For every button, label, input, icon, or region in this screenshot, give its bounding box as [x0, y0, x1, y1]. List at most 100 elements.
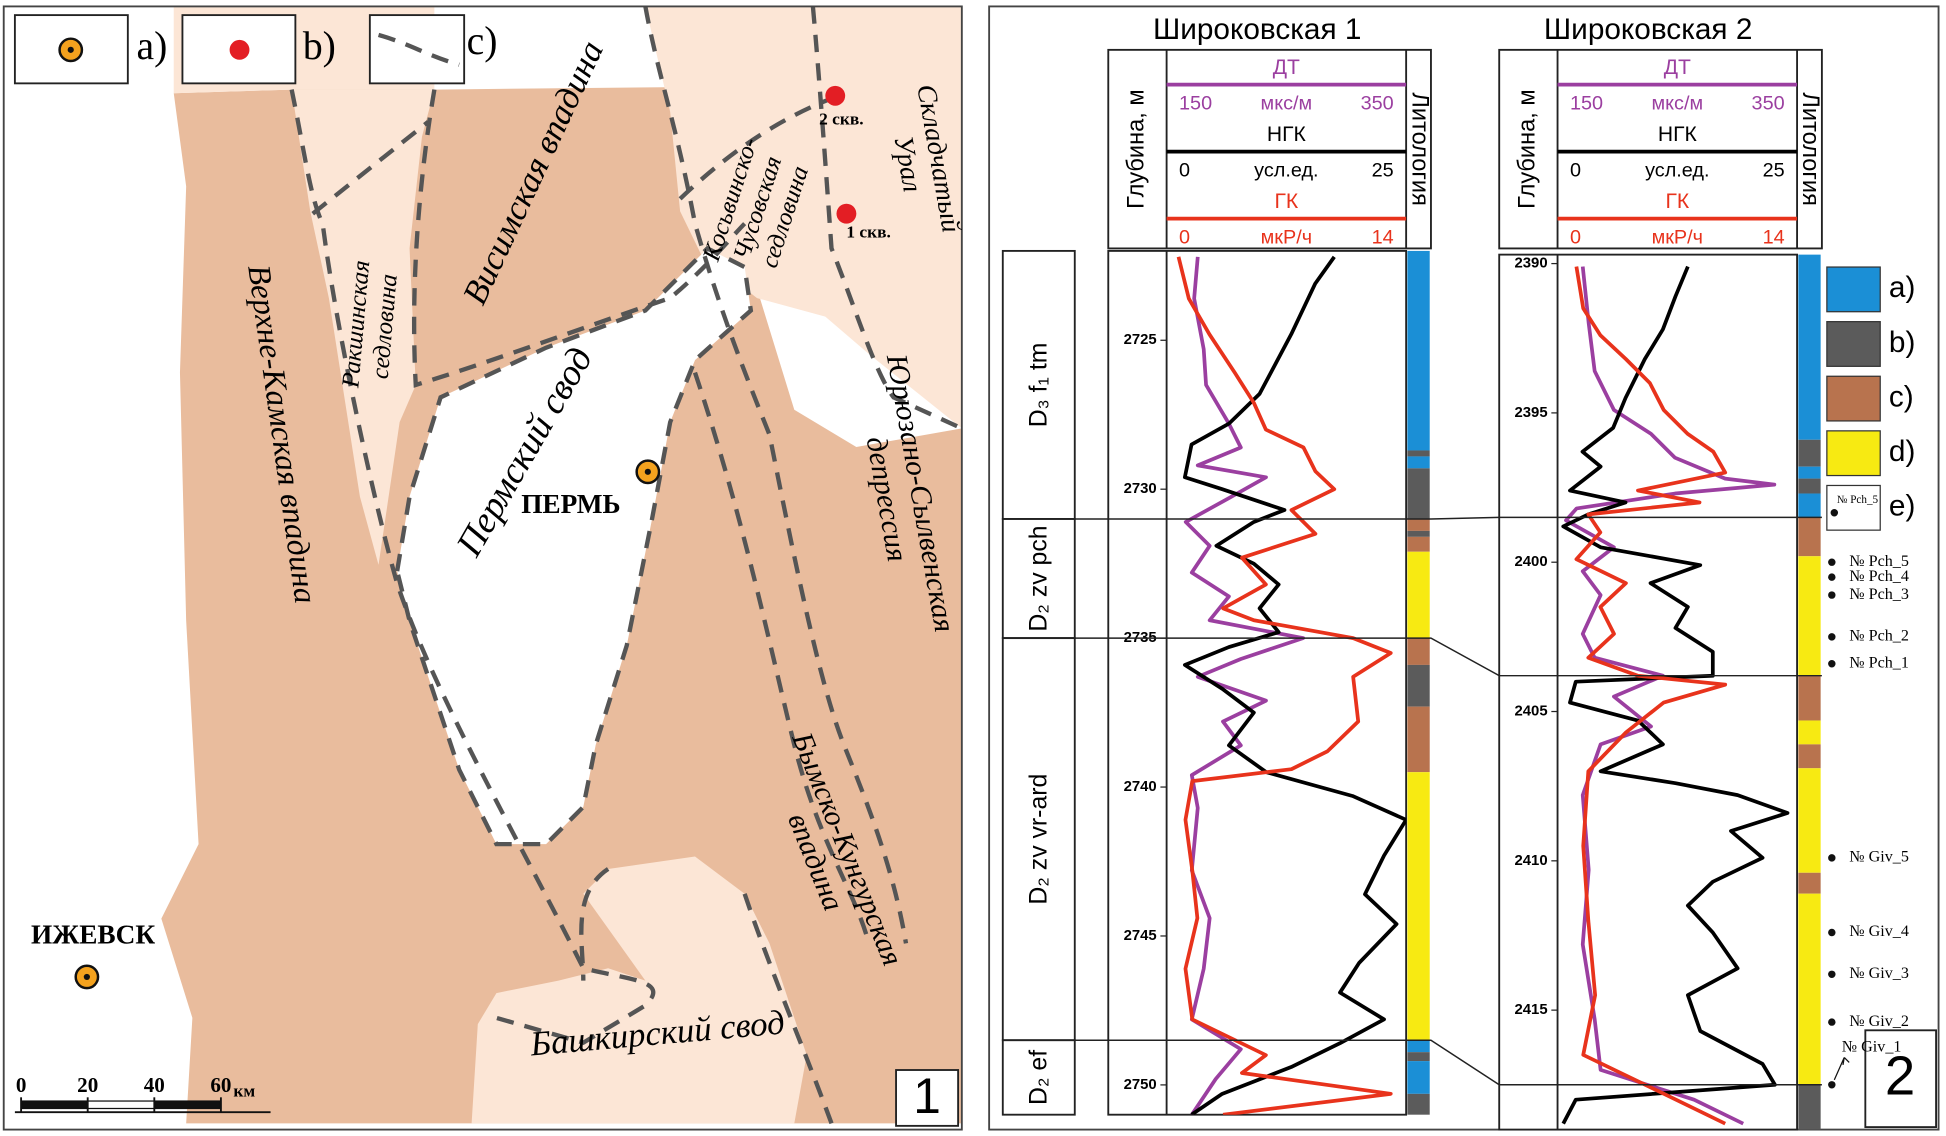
legend-label: e)	[1889, 490, 1915, 523]
lithology-title: Литология	[1407, 92, 1433, 205]
curve-name: ГК	[1275, 190, 1299, 213]
scale-bar-label: 40	[144, 1073, 165, 1097]
log-curve	[1564, 266, 1777, 1126]
legend-swatch	[1826, 266, 1881, 313]
interval-box	[1001, 1039, 1076, 1116]
legend-label: c)	[467, 19, 498, 63]
curve-scale-max: 350	[1361, 93, 1394, 115]
curve-scale-max: 14	[1763, 227, 1785, 249]
lithology-bar	[1798, 556, 1821, 676]
log-track	[1498, 253, 1799, 1131]
sample-dot	[1828, 660, 1836, 668]
lithology-bar	[1407, 772, 1430, 1041]
scale-bar-label: 60	[210, 1073, 231, 1097]
curve-scale-max: 350	[1752, 93, 1785, 115]
correlation-line	[1002, 637, 1822, 677]
legend-swatch	[1826, 430, 1881, 477]
curve-name: ДТ	[1273, 56, 1300, 79]
well-title: Широковская 1	[1153, 13, 1361, 46]
log-header	[1498, 48, 1823, 250]
depth-tick-label: 2405	[1515, 703, 1548, 719]
curve-scale-min: 0	[1179, 160, 1190, 182]
lithology-bar	[1798, 893, 1821, 1085]
well-symbol	[836, 203, 857, 224]
logs-panel: 2 Широковская 1 Глубина, м Литология 2725 27…	[988, 5, 1940, 1131]
legend-label: d)	[1889, 435, 1915, 468]
sample-label: № Pch_1	[1849, 654, 1909, 671]
sample-label: № Pch_2	[1849, 628, 1909, 645]
city-label: ИЖЕВСК	[31, 919, 155, 949]
well-label: 1 скв.	[846, 223, 890, 242]
curve-unit: усл.ед.	[1645, 160, 1709, 182]
log-curve	[1574, 266, 1728, 1126]
lithology-bar	[1407, 706, 1430, 773]
curve-unit: мкР/ч	[1261, 227, 1312, 249]
depth-tick-label: 2725	[1124, 332, 1157, 348]
lithology-bar	[1407, 638, 1430, 665]
scale-bar-label: 20	[77, 1073, 98, 1097]
map-upland	[645, 6, 962, 429]
scale-bar: 0 20 40 60 км	[14, 1073, 271, 1114]
interval-label: D₃ f₁ tm	[1026, 343, 1053, 428]
depth-tick-label: 2390	[1515, 256, 1548, 272]
scale-bar-segment	[20, 1100, 89, 1110]
curve-scale-max: 25	[1763, 160, 1785, 182]
lithology-bar	[1798, 254, 1821, 440]
curve-scale-max: 14	[1372, 227, 1394, 249]
lithology-bar	[1407, 250, 1430, 451]
lithology-bar	[1798, 517, 1821, 557]
panel-box	[895, 1069, 960, 1127]
log-curve	[1182, 255, 1407, 1115]
sample-label: № Giv_2	[1849, 1013, 1909, 1030]
map-frame	[2, 5, 963, 1131]
lithology-bar	[1407, 518, 1430, 531]
depth-tick-label: 2400	[1515, 554, 1548, 570]
depth-tick-label: 2730	[1124, 481, 1157, 497]
scale-bar-segment	[87, 1100, 155, 1110]
curve-name: ДТ	[1664, 56, 1691, 79]
map-boundary	[289, 89, 656, 1046]
legend-label: a)	[1889, 271, 1915, 304]
curve-unit: мкс/м	[1261, 93, 1313, 115]
panel-label: 2	[1885, 1045, 1915, 1106]
map-boundary	[643, 6, 909, 944]
panel-box	[1864, 1029, 1938, 1129]
lithology-bar	[1407, 1052, 1430, 1062]
well-label: 2 скв.	[819, 110, 863, 129]
curve-scale-min: 0	[1570, 227, 1581, 249]
interval-box	[1001, 249, 1076, 520]
lithology-bar	[1407, 456, 1430, 469]
curve-unit: усл.ед.	[1254, 160, 1318, 182]
sample-label: № Giv_4	[1849, 923, 1909, 940]
city-symbol	[67, 46, 74, 53]
lithology-bar	[1407, 1040, 1430, 1053]
sample-dot	[1828, 854, 1836, 862]
lithology-bar	[1798, 466, 1821, 479]
sample-label: № Giv_1	[1842, 1038, 1902, 1055]
boundary-symbol	[377, 32, 460, 67]
map-boundary	[579, 867, 610, 981]
map-boundary	[692, 371, 871, 944]
curve-scale-min: 0	[1179, 227, 1190, 249]
city-symbol	[644, 468, 651, 475]
log-track	[1107, 249, 1408, 1116]
lithology-bar	[1407, 468, 1430, 519]
depth-tick-label: 2745	[1124, 928, 1157, 944]
curve-scale-min: 150	[1179, 93, 1212, 115]
map-boundary	[678, 97, 830, 201]
curve-name: ГК	[1665, 190, 1689, 213]
correlation-line	[1002, 516, 1822, 520]
depth-tick-label: 2395	[1515, 405, 1548, 421]
interval-label: D₂ zv pch	[1026, 525, 1053, 631]
curve-scale-min: 0	[1570, 160, 1581, 182]
interval-label: D₂ zv vr-ard	[1026, 774, 1053, 905]
legend-sample: № Pch_5	[1837, 494, 1879, 506]
map-perm-arch	[397, 248, 751, 845]
lithology-bar	[1407, 664, 1430, 707]
correlation-line	[1002, 1039, 1822, 1086]
scale-bar-label: 0	[16, 1073, 27, 1097]
sample-dot	[1830, 509, 1839, 517]
sample-label: № Giv_5	[1849, 849, 1909, 866]
curve-unit: мкР/ч	[1652, 227, 1703, 249]
